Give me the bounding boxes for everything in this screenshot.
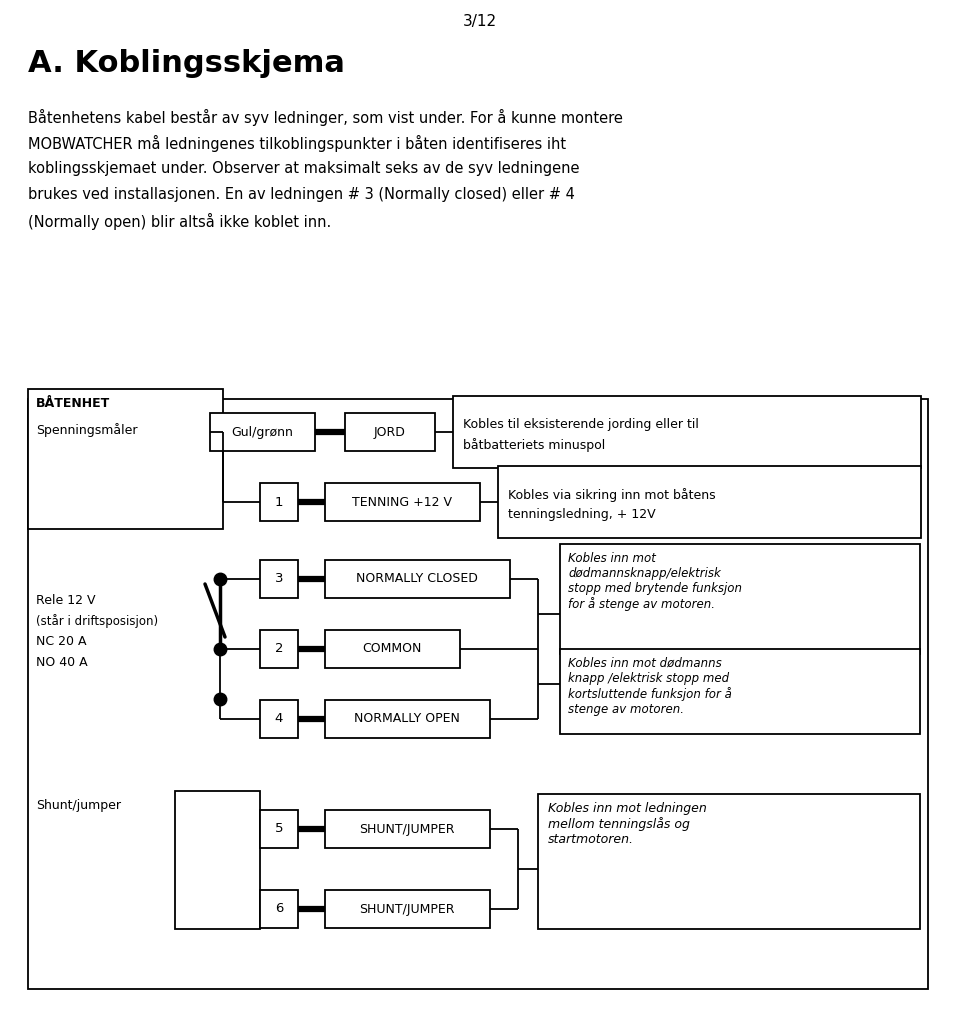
Text: Shunt/jumper: Shunt/jumper (36, 799, 121, 812)
Bar (260, 890, 298, 928)
Bar (498, 466, 921, 538)
Bar (325, 483, 480, 521)
Text: SHUNT/JUMPER: SHUNT/JUMPER (359, 822, 455, 836)
Text: koblingsskjemaet under. Observer at maksimalt seks av de syv ledningene: koblingsskjemaet under. Observer at maks… (28, 161, 580, 176)
Text: BÅTENHET: BÅTENHET (36, 397, 110, 410)
Bar (260, 630, 298, 668)
Text: A. Koblingsskjema: A. Koblingsskjema (28, 49, 345, 78)
Bar (325, 560, 510, 598)
Bar (260, 810, 298, 848)
Text: (står i driftsposisjon): (står i driftsposisjon) (36, 614, 158, 628)
Text: NORMALLY CLOSED: NORMALLY CLOSED (356, 573, 478, 586)
Bar (325, 700, 490, 738)
Bar (345, 413, 435, 451)
Text: båtbatteriets minuspol: båtbatteriets minuspol (463, 438, 605, 452)
Text: Kobles inn mot dødmanns
knapp /elektrisk stopp med
kortsluttende funksjon for å
: Kobles inn mot dødmanns knapp /elektrisk… (568, 657, 732, 716)
Bar (560, 544, 920, 654)
Text: Kobles til eksisterende jording eller til: Kobles til eksisterende jording eller ti… (463, 418, 699, 431)
Text: 4: 4 (275, 712, 283, 726)
Bar (260, 700, 298, 738)
Text: TENNING +12 V: TENNING +12 V (352, 495, 452, 508)
Text: tenningsledning, + 12V: tenningsledning, + 12V (508, 508, 656, 521)
Text: 3/12: 3/12 (463, 14, 497, 29)
Text: MOBWATCHER må ledningenes tilkoblingspunkter i båten identifiseres iht: MOBWATCHER må ledningenes tilkoblingspun… (28, 135, 566, 152)
Text: Kobles inn mot ledningen
mellom tenningslås og
startmotoren.: Kobles inn mot ledningen mellom tennings… (548, 802, 707, 846)
Text: COMMON: COMMON (362, 643, 421, 655)
Text: Kobles via sikring inn mot båtens: Kobles via sikring inn mot båtens (508, 488, 715, 502)
Bar (210, 413, 315, 451)
Bar (325, 890, 490, 928)
Text: brukes ved installasjonen. En av ledningen # 3 (Normally closed) eller # 4: brukes ved installasjonen. En av ledning… (28, 187, 575, 202)
Text: NO 40 A: NO 40 A (36, 656, 87, 669)
Bar (560, 649, 920, 734)
Text: 2: 2 (275, 643, 283, 655)
Text: Gul/grønn: Gul/grønn (231, 426, 293, 438)
Text: Båtenhetens kabel består av syv ledninger, som vist under. For å kunne montere: Båtenhetens kabel består av syv ledninge… (28, 109, 623, 126)
Bar (325, 630, 460, 668)
Text: (Normally open) blir altså ikke koblet inn.: (Normally open) blir altså ikke koblet i… (28, 213, 331, 230)
Bar (175, 791, 260, 929)
Bar (260, 560, 298, 598)
Text: Spenningsmåler: Spenningsmåler (36, 423, 137, 437)
Text: Rele 12 V: Rele 12 V (36, 594, 95, 607)
Bar (325, 810, 490, 848)
Text: NORMALLY OPEN: NORMALLY OPEN (354, 712, 460, 726)
Bar (260, 483, 298, 521)
Text: JORD: JORD (374, 426, 406, 438)
Text: 3: 3 (275, 573, 283, 586)
Text: 5: 5 (275, 822, 283, 836)
Text: 1: 1 (275, 495, 283, 508)
Bar (28, 389, 223, 529)
Bar (538, 794, 920, 929)
Text: SHUNT/JUMPER: SHUNT/JUMPER (359, 903, 455, 915)
Bar (28, 399, 928, 989)
Text: Kobles inn mot
dødmannsknapp/elektrisk
stopp med brytende funksjon
for å stenge : Kobles inn mot dødmannsknapp/elektrisk s… (568, 552, 742, 611)
Text: 6: 6 (275, 903, 283, 915)
Text: NC 20 A: NC 20 A (36, 635, 86, 648)
Bar (453, 396, 921, 468)
